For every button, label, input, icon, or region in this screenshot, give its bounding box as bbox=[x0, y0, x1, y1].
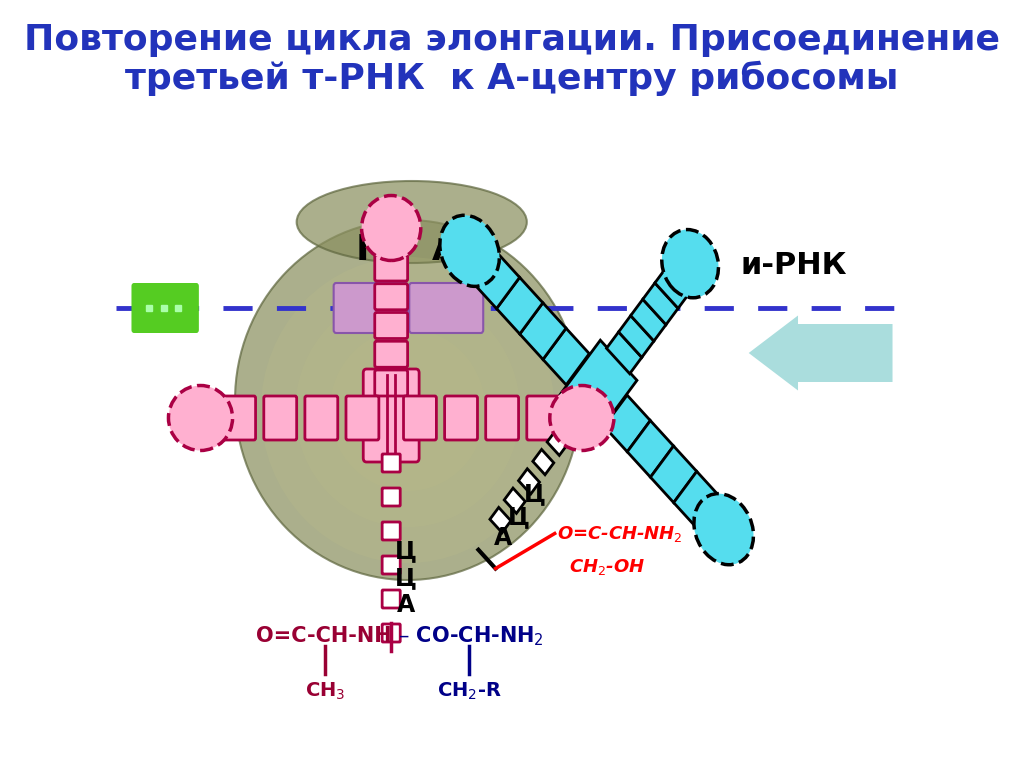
Polygon shape bbox=[547, 430, 568, 455]
Text: Ц: Ц bbox=[395, 566, 417, 590]
Polygon shape bbox=[628, 421, 674, 477]
Polygon shape bbox=[532, 449, 554, 475]
Polygon shape bbox=[520, 303, 566, 359]
Text: O=C-CH-NH: O=C-CH-NH bbox=[256, 626, 391, 646]
Polygon shape bbox=[473, 252, 519, 309]
Text: третьей т-РНК  к А-центру рибосомы: третьей т-РНК к А-центру рибосомы bbox=[125, 61, 899, 96]
FancyBboxPatch shape bbox=[382, 624, 400, 642]
FancyBboxPatch shape bbox=[382, 488, 400, 506]
Polygon shape bbox=[618, 316, 654, 357]
FancyBboxPatch shape bbox=[375, 283, 408, 310]
Text: Ц: Ц bbox=[507, 505, 529, 529]
FancyBboxPatch shape bbox=[264, 396, 297, 440]
Ellipse shape bbox=[330, 329, 485, 491]
Text: – CO-CH-NH$_2$: – CO-CH-NH$_2$ bbox=[391, 624, 544, 647]
FancyBboxPatch shape bbox=[403, 396, 436, 440]
Text: Ц: Ц bbox=[395, 539, 417, 563]
Text: Ц: Ц bbox=[524, 482, 546, 506]
Text: Повторение цикла элонгации. Присоединение: Повторение цикла элонгации. Присоединени… bbox=[24, 23, 1000, 57]
Polygon shape bbox=[674, 472, 720, 528]
FancyBboxPatch shape bbox=[382, 454, 400, 472]
Polygon shape bbox=[543, 328, 589, 385]
FancyBboxPatch shape bbox=[222, 396, 256, 440]
FancyBboxPatch shape bbox=[305, 396, 338, 440]
Ellipse shape bbox=[296, 293, 520, 527]
Polygon shape bbox=[606, 332, 642, 374]
Text: CH$_2$-OH: CH$_2$-OH bbox=[569, 557, 646, 577]
Text: П: П bbox=[355, 233, 386, 267]
Polygon shape bbox=[556, 340, 637, 440]
Text: А: А bbox=[397, 593, 415, 617]
Text: CH$_2$-R: CH$_2$-R bbox=[437, 680, 502, 702]
FancyBboxPatch shape bbox=[131, 283, 199, 333]
FancyBboxPatch shape bbox=[375, 255, 408, 281]
Ellipse shape bbox=[361, 196, 421, 260]
FancyBboxPatch shape bbox=[364, 369, 419, 462]
Polygon shape bbox=[497, 277, 543, 334]
Polygon shape bbox=[631, 300, 666, 341]
FancyBboxPatch shape bbox=[485, 396, 518, 440]
Text: CH$_3$: CH$_3$ bbox=[305, 680, 346, 702]
FancyBboxPatch shape bbox=[334, 283, 408, 333]
FancyBboxPatch shape bbox=[375, 370, 408, 396]
Ellipse shape bbox=[236, 220, 581, 580]
FancyArrow shape bbox=[749, 316, 893, 390]
FancyBboxPatch shape bbox=[375, 341, 408, 367]
FancyBboxPatch shape bbox=[444, 396, 477, 440]
FancyBboxPatch shape bbox=[410, 283, 483, 333]
FancyBboxPatch shape bbox=[526, 396, 560, 440]
Ellipse shape bbox=[662, 230, 719, 298]
Text: А: А bbox=[494, 525, 512, 550]
Ellipse shape bbox=[169, 386, 232, 451]
Polygon shape bbox=[604, 396, 650, 452]
Polygon shape bbox=[518, 468, 540, 494]
Text: А: А bbox=[432, 233, 460, 267]
Text: и-РНК: и-РНК bbox=[740, 251, 847, 280]
FancyBboxPatch shape bbox=[375, 313, 408, 339]
Polygon shape bbox=[504, 488, 525, 513]
FancyBboxPatch shape bbox=[346, 396, 379, 440]
Ellipse shape bbox=[694, 494, 754, 564]
FancyBboxPatch shape bbox=[382, 556, 400, 574]
Polygon shape bbox=[650, 446, 696, 502]
Text: O=C-CH-NH$_2$: O=C-CH-NH$_2$ bbox=[557, 524, 682, 544]
Polygon shape bbox=[655, 266, 690, 308]
FancyBboxPatch shape bbox=[382, 522, 400, 540]
Polygon shape bbox=[489, 508, 511, 533]
Ellipse shape bbox=[261, 257, 554, 563]
Ellipse shape bbox=[440, 215, 500, 286]
Polygon shape bbox=[643, 283, 678, 325]
Ellipse shape bbox=[297, 181, 526, 263]
FancyBboxPatch shape bbox=[382, 590, 400, 608]
Ellipse shape bbox=[550, 386, 614, 451]
Polygon shape bbox=[561, 411, 583, 436]
